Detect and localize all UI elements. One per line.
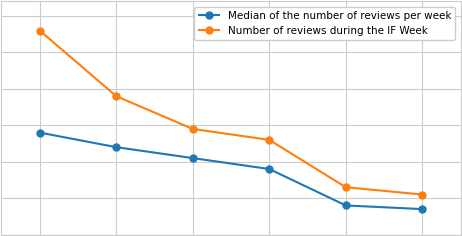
Legend: Median of the number of reviews per week, Number of reviews during the IF Week: Median of the number of reviews per week… xyxy=(195,7,456,40)
Number of reviews during the IF Week xyxy=(343,186,348,189)
Median of the number of reviews per week xyxy=(419,208,425,211)
Median of the number of reviews per week xyxy=(114,146,119,149)
Number of reviews during the IF Week xyxy=(114,95,119,97)
Number of reviews during the IF Week xyxy=(37,29,43,32)
Number of reviews during the IF Week xyxy=(419,193,425,196)
Median of the number of reviews per week xyxy=(190,157,195,160)
Number of reviews during the IF Week xyxy=(190,127,195,130)
Line: Median of the number of reviews per week: Median of the number of reviews per week xyxy=(36,129,426,213)
Median of the number of reviews per week xyxy=(267,168,272,170)
Median of the number of reviews per week xyxy=(343,204,348,207)
Line: Number of reviews during the IF Week: Number of reviews during the IF Week xyxy=(36,27,426,198)
Number of reviews during the IF Week xyxy=(267,139,272,141)
Median of the number of reviews per week xyxy=(37,131,43,134)
